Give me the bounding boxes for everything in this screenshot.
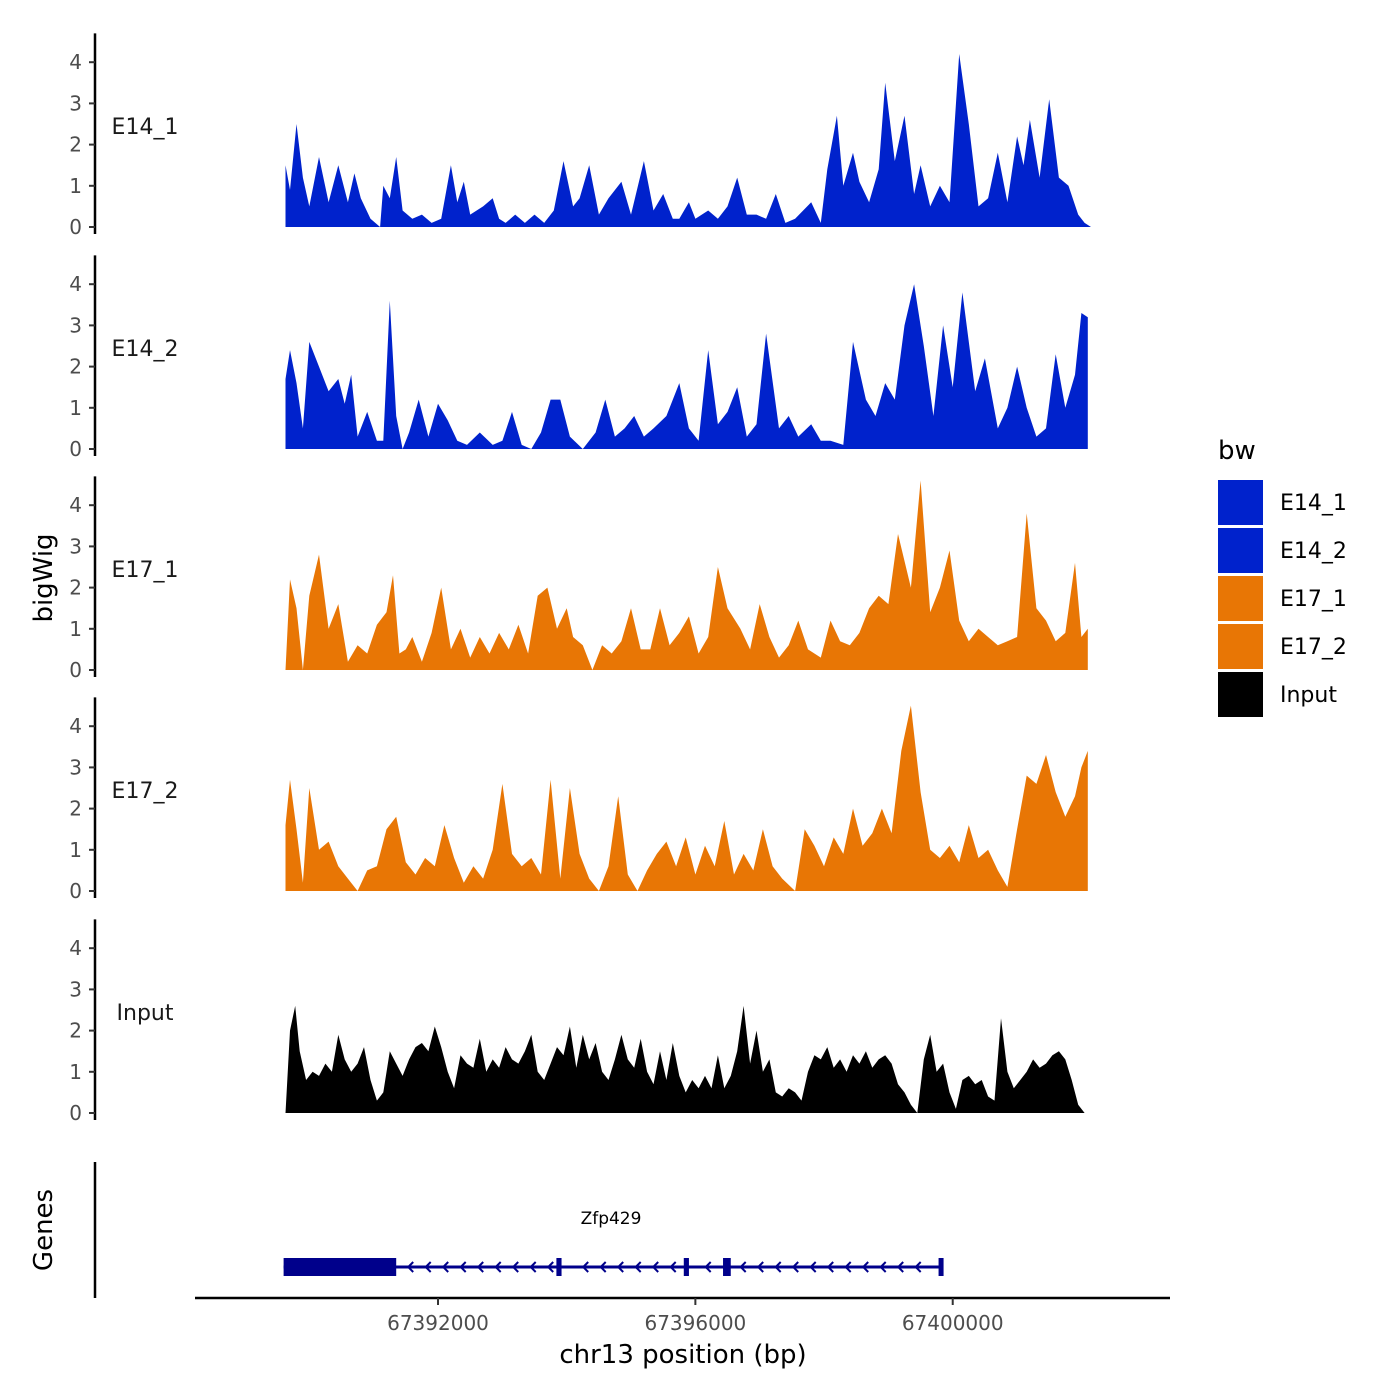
strand-arrow: [879, 1261, 887, 1273]
y-tick-label: 3: [69, 91, 82, 115]
legend: bw E14_1 E14_2 E17_1 E17_2 Input: [1218, 436, 1347, 717]
legend-title: bw: [1218, 436, 1256, 466]
strand-arrow: [669, 1261, 677, 1273]
legend-label: E14_2: [1280, 539, 1347, 564]
legend-swatch-e14-1: [1218, 480, 1263, 525]
legend-label: E14_1: [1280, 491, 1347, 516]
y-tick-label: 4: [69, 50, 82, 74]
y-tick-label: 3: [69, 977, 82, 1001]
strand-arrow: [459, 1261, 467, 1273]
strand-arrow: [406, 1261, 414, 1273]
strand-arrow: [424, 1261, 432, 1273]
signal-area-e17-1: [285, 480, 1088, 670]
legend-swatch-input: [1218, 672, 1263, 717]
x-tick-label: 67396000: [644, 1311, 746, 1335]
strand-arrow: [634, 1261, 642, 1273]
signal-area-input: [285, 1005, 1085, 1113]
y-axis-title: bigWig: [29, 533, 59, 622]
track-panel-e17-2: 0 1 2 3 4 E17_2: [69, 697, 1088, 903]
y-tick-label: 3: [69, 313, 82, 337]
track-panel-input: 0 1 2 3 4 Input: [69, 919, 1085, 1125]
y-tick-label: 2: [69, 355, 82, 379]
strand-arrow: [616, 1261, 624, 1273]
strand-arrow: [511, 1261, 519, 1273]
strand-arrow: [914, 1261, 922, 1273]
track-label: Input: [117, 1001, 174, 1026]
track-label: E17_1: [112, 558, 179, 583]
strand-arrow: [581, 1261, 589, 1273]
y-tick-label: 0: [69, 437, 82, 461]
track-panel-e17-1: 0 1 2 3 4 E17_1: [69, 476, 1088, 682]
track-label: E14_2: [112, 337, 179, 362]
strand-arrow: [441, 1261, 449, 1273]
track-label: E17_2: [112, 779, 179, 804]
strand-arrow: [651, 1261, 659, 1273]
strand-arrow: [599, 1261, 607, 1273]
legend-label: Input: [1280, 683, 1337, 708]
y-tick-label: 0: [69, 879, 82, 903]
y-tick-label: 1: [69, 396, 82, 420]
strand-arrow: [704, 1261, 712, 1273]
x-tick-label: 67392000: [387, 1311, 489, 1335]
signal-area-e14-2: [285, 284, 1088, 449]
genes-panel: Genes Zfp429: [29, 1162, 944, 1298]
legend-swatch-e14-2: [1218, 528, 1263, 573]
y-tick-label: 4: [69, 493, 82, 517]
y-tick-label: 3: [69, 534, 82, 558]
y-tick-label: 0: [69, 215, 82, 239]
gene-model: [283, 1258, 944, 1276]
x-axis: 67392000 67396000 67400000: [195, 1296, 1170, 1335]
y-tick-label: 1: [69, 617, 82, 641]
signal-area-e14-1: [285, 54, 1091, 227]
track-panel-e14-2: 0 1 2 3 4 E14_2: [69, 255, 1088, 461]
genes-panel-label: Genes: [29, 1189, 59, 1271]
y-tick-label: 1: [69, 838, 82, 862]
x-tick-label: 67400000: [902, 1311, 1004, 1335]
y-tick-label: 2: [69, 1019, 82, 1043]
y-tick-label: 0: [69, 1101, 82, 1125]
y-tick-label: 4: [69, 936, 82, 960]
gene-exon: [938, 1258, 944, 1276]
gene-exon: [723, 1258, 731, 1276]
gene-utr-block: [283, 1258, 397, 1276]
strand-arrow: [546, 1261, 554, 1273]
strand-arrow: [826, 1261, 834, 1273]
y-tick-label: 2: [69, 797, 82, 821]
track-label: E14_1: [112, 115, 179, 140]
strand-arrow: [529, 1261, 537, 1273]
strand-arrow: [844, 1261, 852, 1273]
strand-arrow: [774, 1261, 782, 1273]
strand-arrow: [756, 1261, 764, 1273]
legend-label: E17_2: [1280, 635, 1347, 660]
track-panels: 0 1 2 3 4 E14_1 0 1 2 3 4 E14_2 0 1 2 3 4 E17_1 0 1 2 3 4 E17_2…: [69, 33, 1091, 1125]
y-tick-label: 1: [69, 174, 82, 198]
strand-arrow: [791, 1261, 799, 1273]
strand-arrow: [861, 1261, 869, 1273]
y-tick-label: 2: [69, 133, 82, 157]
strand-arrow: [739, 1261, 747, 1273]
strand-arrow: [494, 1261, 502, 1273]
legend-label: E17_1: [1280, 587, 1347, 612]
y-tick-label: 1: [69, 1060, 82, 1084]
legend-swatch-e17-2: [1218, 624, 1263, 669]
legend-swatch-e17-1: [1218, 576, 1263, 621]
strand-arrow: [476, 1261, 484, 1273]
signal-area-e17-2: [285, 705, 1088, 891]
track-panel-e14-1: 0 1 2 3 4 E14_1: [69, 33, 1091, 239]
y-tick-label: 4: [69, 272, 82, 296]
y-tick-label: 0: [69, 658, 82, 682]
strand-arrow: [809, 1261, 817, 1273]
gene-exon: [683, 1258, 689, 1276]
x-axis-title: chr13 position (bp): [559, 1340, 806, 1370]
y-tick-label: 4: [69, 714, 82, 738]
gene-exon: [556, 1258, 562, 1276]
y-tick-label: 2: [69, 576, 82, 600]
gene-label: Zfp429: [581, 1209, 642, 1229]
y-tick-label: 3: [69, 755, 82, 779]
strand-arrow: [896, 1261, 904, 1273]
